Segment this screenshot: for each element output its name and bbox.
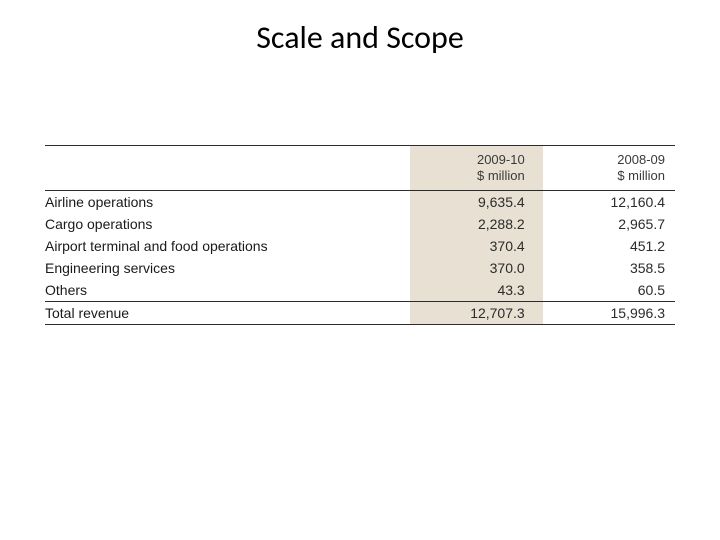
row-label: Airline operations	[45, 191, 410, 214]
table-row: Engineering services 370.0 358.5	[45, 257, 675, 279]
row-previous: 60.5	[543, 279, 675, 302]
table-row: Cargo operations 2,288.2 2,965.7	[45, 213, 675, 235]
table-total-row: Total revenue 12,707.3 15,996.3	[45, 302, 675, 325]
row-current: 9,635.4	[410, 191, 542, 214]
header-blank	[45, 146, 410, 191]
total-previous: 15,996.3	[543, 302, 675, 325]
total-label: Total revenue	[45, 302, 410, 325]
table-row: Airline operations 9,635.4 12,160.4	[45, 191, 675, 214]
row-label: Engineering services	[45, 257, 410, 279]
table-row: Airport terminal and food operations 370…	[45, 235, 675, 257]
row-label: Others	[45, 279, 410, 302]
row-previous: 2,965.7	[543, 213, 675, 235]
row-current: 370.4	[410, 235, 542, 257]
header-current-period: 2009-10 $ million	[410, 146, 542, 191]
header-previous-period: 2008-09 $ million	[543, 146, 675, 191]
page-title: Scale and Scope	[0, 18, 720, 57]
table-header-row: 2009-10 $ million 2008-09 $ million	[45, 146, 675, 191]
table: 2009-10 $ million 2008-09 $ million Airl…	[45, 145, 675, 325]
header-current-year: 2009-10	[410, 152, 524, 168]
header-previous-year: 2008-09	[543, 152, 665, 168]
header-previous-unit: $ million	[543, 168, 665, 184]
total-current: 12,707.3	[410, 302, 542, 325]
row-current: 370.0	[410, 257, 542, 279]
row-label: Cargo operations	[45, 213, 410, 235]
row-current: 2,288.2	[410, 213, 542, 235]
row-previous: 12,160.4	[543, 191, 675, 214]
table-row: Others 43.3 60.5	[45, 279, 675, 302]
row-previous: 451.2	[543, 235, 675, 257]
revenue-table: 2009-10 $ million 2008-09 $ million Airl…	[45, 145, 675, 325]
row-current: 43.3	[410, 279, 542, 302]
row-previous: 358.5	[543, 257, 675, 279]
table-body: Airline operations 9,635.4 12,160.4 Carg…	[45, 191, 675, 325]
slide: Scale and Scope 2009-10 $ million 2008-0…	[0, 0, 720, 540]
row-label: Airport terminal and food operations	[45, 235, 410, 257]
header-current-unit: $ million	[410, 168, 524, 184]
